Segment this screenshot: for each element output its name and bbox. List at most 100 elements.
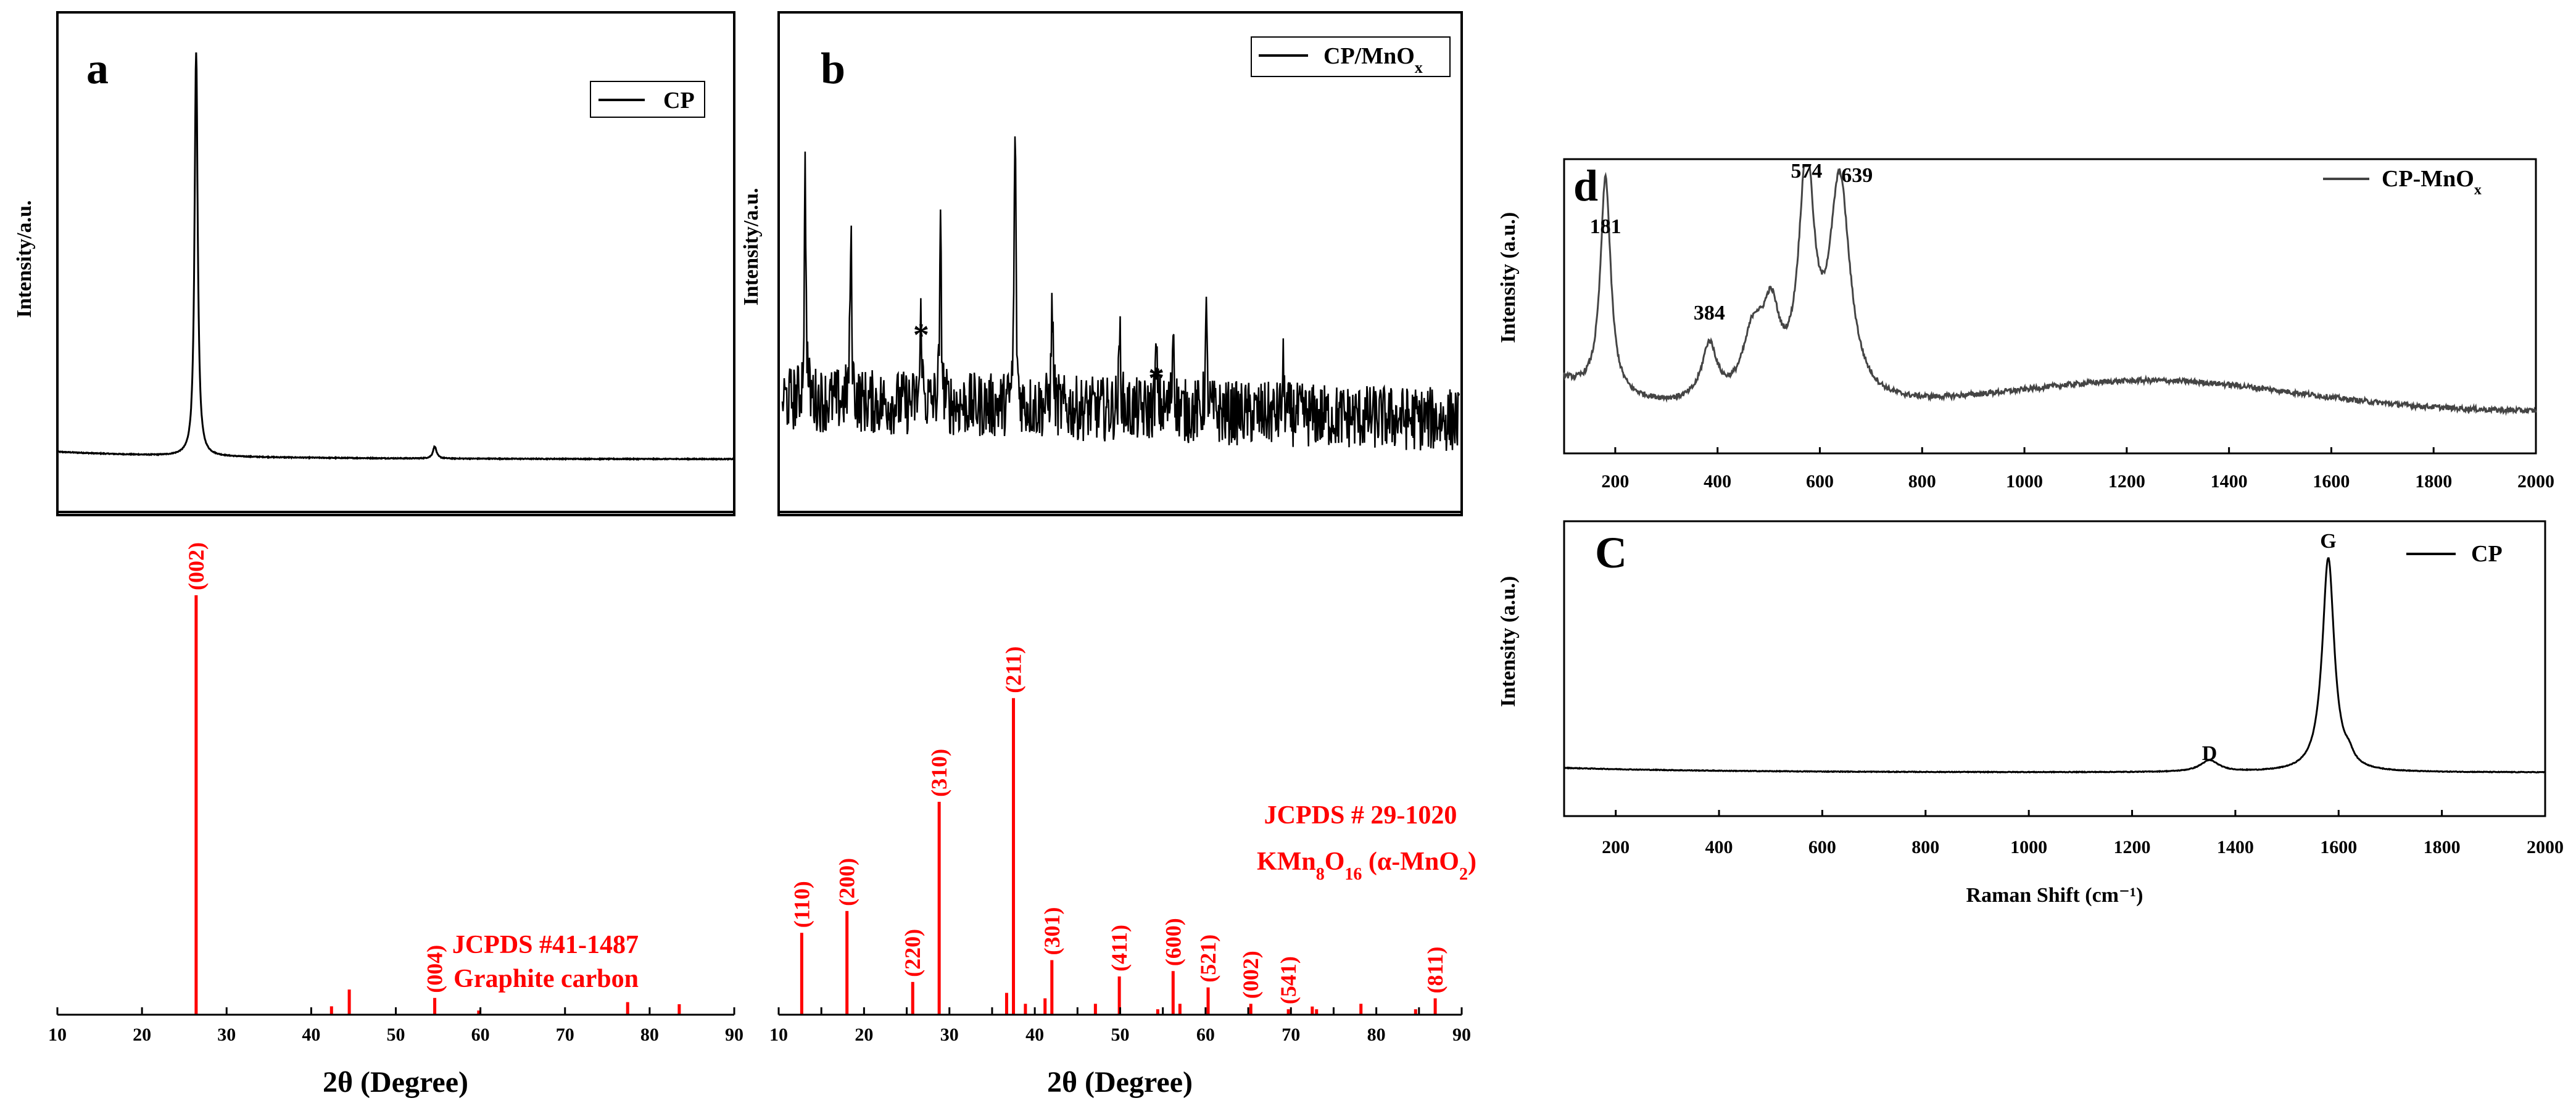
- star-annotation-1: *: [1148, 361, 1164, 396]
- panel-c-peak-labels: DG: [2202, 530, 2337, 765]
- cp-mnox-raman-series-line: [1563, 165, 2537, 416]
- panel-b-ylabel: Intensity/a.u.: [740, 188, 763, 306]
- panel-c-letter: C: [1595, 528, 1627, 577]
- kmn8o16-stick-label-10: (411): [1107, 925, 1132, 972]
- peak-label-384: 384: [1694, 302, 1725, 324]
- panel-d-ylabel: Intensity (a.u.): [1497, 212, 1520, 344]
- panel-b-tick-label-90: 90: [1452, 1025, 1471, 1045]
- kmn8o16-stick-label-1: (200): [835, 858, 859, 906]
- kmn8o16-stick-label-16: (541): [1276, 956, 1301, 1004]
- kmn8o16-stick-label-2: (220): [900, 929, 925, 977]
- panel-d-tick-label-800: 800: [1908, 471, 1936, 492]
- panel-a-letter: a: [86, 44, 109, 93]
- panel-c-tick-label-1000: 1000: [2010, 837, 2047, 857]
- peak-label-639: 639: [1841, 164, 1873, 187]
- kmn8o16-reference-labels: (110) (200) (220) (310) (211) (301) (411) (600)…: [789, 646, 1447, 1004]
- panel-b-tick-label-10: 10: [769, 1025, 788, 1045]
- panel-d-legend-sub: x: [2474, 182, 2482, 198]
- kmn8o16-stick-label-3: (310): [927, 749, 951, 797]
- panel-a-frame: [56, 11, 735, 516]
- peak-label-181: 181: [1590, 215, 1621, 238]
- panel-b-legend-text: CP/MnOx: [1323, 43, 1423, 76]
- panel-c-tick-label-1200: 1200: [2114, 837, 2151, 857]
- panel-c-tick-label-1400: 1400: [2217, 837, 2254, 857]
- panel-c-ylabel: Intensity (a.u.): [1497, 576, 1520, 708]
- panel-d-tick-label-2000: 2000: [2517, 471, 2554, 492]
- panel-c: C Intensity (a.u.) CP DG 200 400 600 800 100…: [1497, 520, 2564, 907]
- panel-c-legend-text: CP: [2471, 541, 2503, 567]
- kmn8o16-reference-sticks: [800, 698, 1437, 1015]
- panel-d-tick-label-600: 600: [1806, 471, 1834, 492]
- peak-label-574: 574: [1791, 160, 1822, 183]
- kmn8o16-jcpds-label: JCPDS # 29-1020: [1264, 801, 1457, 830]
- star-annotation-0: *: [913, 318, 929, 353]
- panel-d-legend-base: CP-MnO: [2382, 166, 2474, 192]
- panel-a-tick-label-10: 10: [48, 1025, 67, 1045]
- panel-b-tick-label-60: 60: [1196, 1025, 1215, 1045]
- panel-d-legend-text: CP-MnOx: [2382, 166, 2482, 198]
- panel-b-tick-label-80: 80: [1367, 1025, 1386, 1045]
- panel-a-tick-label-50: 50: [387, 1025, 405, 1045]
- panel-b-frame: [777, 11, 1463, 516]
- panel-d-peak-labels: 181 384 574 639: [1590, 160, 1873, 324]
- panel-c-tick-label-1800: 1800: [2424, 837, 2461, 857]
- graphite-stick-label-3: (004): [423, 945, 447, 993]
- peak-label-G: G: [2320, 530, 2336, 553]
- kmn8o16-stick-label-8: (301): [1040, 907, 1064, 955]
- panel-d-tick-label-200: 200: [1601, 471, 1629, 492]
- panel-c-tick-label-800: 800: [1911, 837, 1939, 857]
- panel-a-tick-label-40: 40: [302, 1025, 320, 1045]
- panel-b-tick-label-70: 70: [1282, 1025, 1300, 1045]
- panel-a-xlabel: 2θ (Degree): [323, 1066, 468, 1099]
- peak-label-D: D: [2202, 742, 2218, 765]
- panel-d-letter: d: [1573, 161, 1598, 210]
- panel-b-tick-label-20: 20: [855, 1025, 873, 1045]
- panel-a-ylabel: Intensity/a.u.: [13, 200, 36, 318]
- kmn8o16-stick-label-12: (600): [1161, 918, 1185, 966]
- kmn8o16-stick-label-14: (521): [1196, 935, 1220, 983]
- panel-b-tick-label-30: 30: [940, 1025, 959, 1045]
- panel-c-frame: [1563, 520, 2546, 817]
- cp-raman-series-line: [1563, 557, 2545, 774]
- panel-c-tick-label-1600: 1600: [2320, 837, 2357, 857]
- cp-xrd-series-line: [57, 52, 735, 461]
- panel-a-legend-box: [590, 81, 705, 118]
- kmn8o16-stick-label-5: (211): [1001, 646, 1026, 693]
- panel-a: a Intensity/a.u. CP (002) (004) JCPDS #41…: [13, 11, 743, 1099]
- graphite-stick-label-0: (002): [184, 542, 209, 590]
- graphite-name-label: Graphite carbon: [453, 965, 639, 993]
- panel-c-tick-label-200: 200: [1602, 837, 1630, 857]
- kmn8o16-formula-label: KMn8O16 (α-MnO2): [1257, 848, 1476, 884]
- panel-b-x-ticks: 10 20 30 40 50 60 70 80 90: [769, 1007, 1471, 1045]
- panel-a-tick-label-90: 90: [725, 1025, 743, 1045]
- kmn8o16-stick-label-0: (110): [789, 881, 814, 928]
- panel-b-legend-sub: x: [1415, 59, 1423, 76]
- kmn8o16-stick-label-21: (811): [1423, 946, 1447, 993]
- panel-c-x-ticks: 200 400 600 800 1000 1200 1400 1600 1800 2000: [1602, 810, 2564, 857]
- graphite-reference-labels: (002) (004): [184, 542, 447, 993]
- panel-d-tick-label-1000: 1000: [2006, 471, 2043, 492]
- panel-c-tick-label-400: 400: [1705, 837, 1733, 857]
- panel-b-legend-base: CP/MnO: [1323, 43, 1415, 69]
- panel-d-x-ticks: 200 400 600 800 1000 1200 1400 1600 1800 2000: [1601, 447, 2554, 492]
- panel-a-tick-label-80: 80: [640, 1025, 659, 1045]
- graphite-jcpds-label: JCPDS #41-1487: [452, 931, 639, 959]
- panel-c-tick-label-600: 600: [1808, 837, 1836, 857]
- panel-b: b Intensity/a.u. CP/MnOx * * (110) (200) (2…: [740, 11, 1476, 1099]
- panel-a-x-ticks: 10 20 30 40 50 60 70 80 90: [48, 1007, 743, 1045]
- panel-b-letter: b: [821, 44, 845, 93]
- panel-b-tick-label-50: 50: [1111, 1025, 1130, 1045]
- panel-a-tick-label-60: 60: [471, 1025, 490, 1045]
- panel-a-tick-label-30: 30: [217, 1025, 236, 1045]
- panel-d-tick-label-1800: 1800: [2415, 471, 2452, 492]
- panel-d-tick-label-400: 400: [1704, 471, 1731, 492]
- panel-d-tick-label-1600: 1600: [2313, 471, 2350, 492]
- panel-d-tick-label-1400: 1400: [2211, 471, 2248, 492]
- panel-a-tick-label-70: 70: [556, 1025, 574, 1045]
- panel-b-tick-label-40: 40: [1025, 1025, 1044, 1045]
- panel-c-tick-label-2000: 2000: [2527, 837, 2564, 857]
- panel-d-tick-label-1200: 1200: [2108, 471, 2145, 492]
- cp-mnox-xrd-series-line: [781, 136, 1460, 451]
- panel-a-tick-label-20: 20: [133, 1025, 151, 1045]
